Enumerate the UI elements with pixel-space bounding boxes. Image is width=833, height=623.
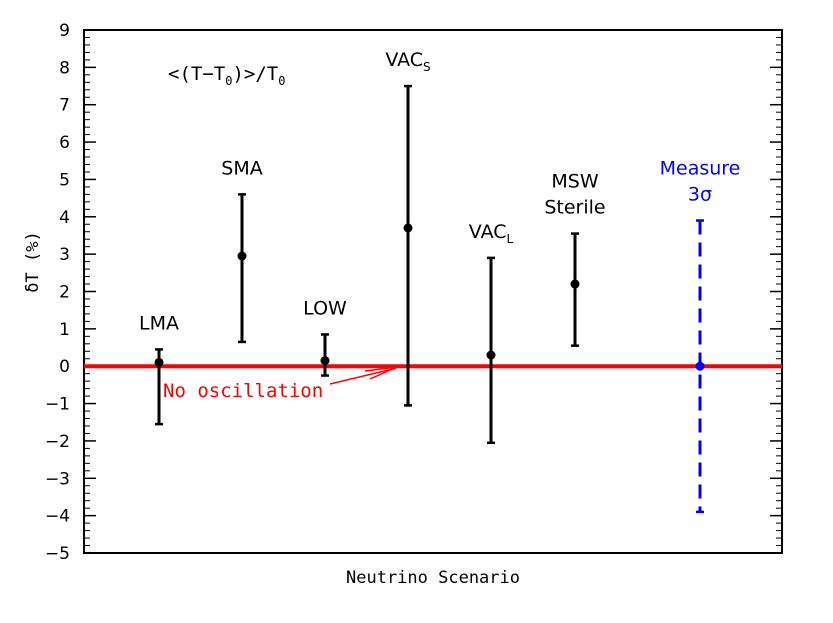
y-tick-label: 2 [59, 283, 70, 303]
y-tick-label: 9 [59, 21, 70, 41]
data-marker [570, 279, 580, 289]
y-axis-label: δT (%) [23, 231, 43, 292]
annotation-formula: <(T−T0)>/T0 [168, 63, 285, 88]
y-tick-label: 8 [59, 58, 70, 78]
data-marker [486, 350, 496, 360]
data-marker [154, 357, 164, 367]
scenario-labels: LMA SMA LOW VACS VACL MSW Sterile Measure 3σ [139, 49, 740, 334]
y-tick-label: −4 [45, 507, 70, 527]
scenario-label-line2: 3σ [688, 184, 712, 206]
y-tick-label: 5 [59, 170, 70, 190]
y-tick-label: 4 [59, 208, 70, 228]
x-axis-label: Neutrino Scenario [346, 568, 520, 588]
reference-line-group [84, 364, 782, 385]
y-tick-label: −5 [45, 544, 70, 564]
data-point-sma [237, 193, 247, 344]
data-marker [237, 251, 247, 261]
reference-arrow-head [364, 366, 398, 380]
scenario-label: SMA [221, 157, 262, 179]
data-point-vac-s [403, 84, 413, 407]
scenario-label: Measure [660, 158, 741, 180]
data-point-low [320, 333, 330, 377]
y-tick-label: −1 [45, 395, 70, 415]
y-tick-label: 3 [59, 245, 70, 265]
scenario-label-line2: Sterile [544, 197, 605, 219]
scenario-label: VACL [469, 221, 514, 246]
y-tick-label: 6 [59, 133, 70, 153]
y-tick-label: −3 [45, 469, 70, 489]
reference-line-label: No oscillation [163, 380, 323, 402]
plot-frame [83, 29, 783, 554]
y-tick-label: 1 [59, 320, 70, 340]
data-marker [320, 356, 330, 366]
y-tick-label: 0 [59, 357, 70, 377]
data-point-vac-l [486, 256, 496, 445]
scenario-label: MSW [551, 171, 598, 193]
scenario-label: VACS [385, 49, 430, 74]
data-marker [695, 361, 705, 371]
data-point-lma [154, 348, 164, 426]
data-points [154, 84, 705, 514]
data-marker [403, 223, 413, 233]
data-point-msw [570, 232, 580, 347]
reference-arrow-shaft [329, 367, 397, 385]
scenario-label: LMA [139, 312, 179, 334]
y-tick-label: 7 [59, 96, 70, 116]
data-point-measure [695, 219, 705, 514]
y-tick-label: −2 [45, 432, 70, 452]
scenario-label: LOW [303, 297, 347, 319]
y-ticks: −5 −4 −3 −2 −1 0 1 2 3 4 5 6 7 8 9 [45, 21, 782, 564]
